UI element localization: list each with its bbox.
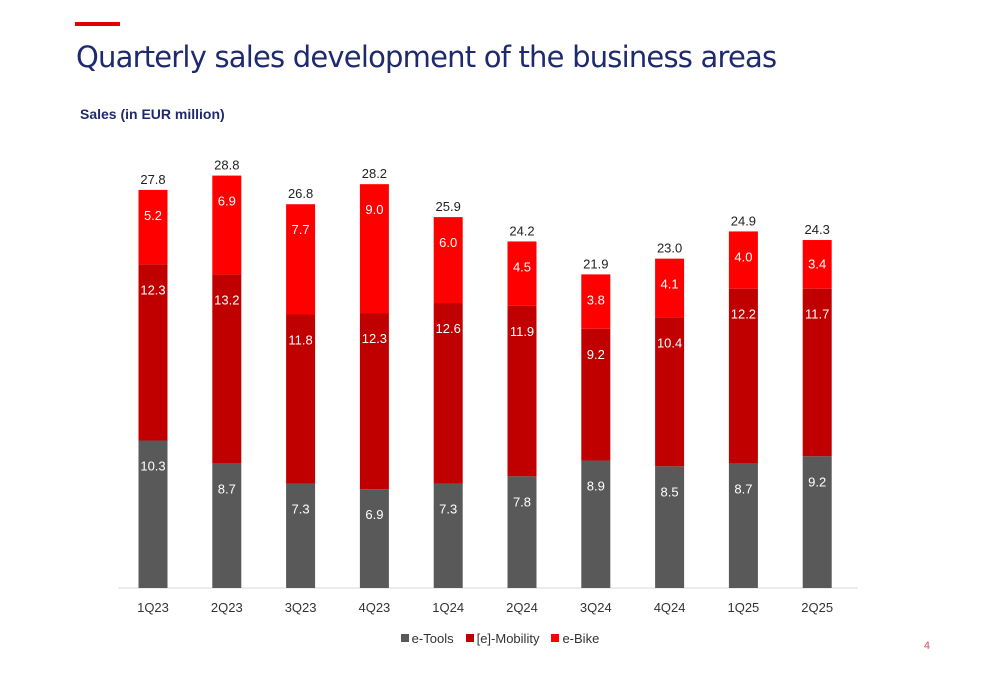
bar-segment-1Q23-emobility [138,264,168,441]
data-label-2Q25-etools: 9.2 [808,474,826,489]
data-label-1Q24-ebike: 6.0 [439,235,457,250]
x-tick-label-4Q24: 4Q24 [654,600,686,615]
data-label-2Q25-emobility: 11.7 [805,307,829,322]
legend-item-emobility: [e]-Mobility [465,630,540,646]
data-label-2Q23-ebike: 6.9 [218,194,236,209]
data-label-4Q23-etools: 6.9 [365,507,383,522]
legend-label: [e]-Mobility [476,630,540,646]
total-label-4Q24: 23.0 [657,241,682,256]
data-label-4Q23-ebike: 9.0 [365,202,383,217]
bar-segment-1Q25-etools [728,463,758,588]
data-label-1Q23-etools: 10.3 [140,459,165,474]
bar-segment-3Q24-etools [581,460,611,588]
total-label-1Q25: 24.9 [731,213,756,228]
data-label-4Q24-emobility: 10.4 [657,335,682,350]
total-label-1Q23: 27.8 [140,172,165,187]
bar-segment-3Q23-emobility [286,314,316,484]
data-label-4Q23-emobility: 12.3 [362,331,387,346]
data-label-1Q24-emobility: 12.6 [436,321,461,336]
bar-segment-4Q24-ebike [655,258,685,318]
bar-segment-2Q24-etools [507,476,537,588]
bar-segment-3Q24-emobility [581,328,611,461]
bar-segment-1Q23-etools [138,440,168,588]
bar-segment-4Q24-emobility [655,317,685,467]
chart-legend: e-Tools [e]-Mobility e-Bike [0,630,1000,646]
data-label-3Q23-ebike: 7.7 [292,222,310,237]
data-label-1Q25-emobility: 12.2 [731,307,756,322]
data-label-2Q23-emobility: 13.2 [214,292,239,307]
data-label-2Q25-ebike: 3.4 [808,256,826,271]
total-label-1Q24: 25.9 [436,199,461,214]
bar-segment-1Q24-ebike [433,217,463,304]
bar-segment-1Q23-ebike [138,189,168,265]
x-tick-label-1Q24: 1Q24 [432,600,464,615]
bar-segment-3Q23-etools [286,483,316,588]
data-label-4Q24-ebike: 4.1 [661,277,679,292]
x-tick-label-2Q25: 2Q25 [801,600,833,615]
bar-segment-1Q25-ebike [728,231,758,289]
legend-label: e-Bike [562,630,600,646]
page-number: 4 [923,640,930,652]
data-label-1Q23-emobility: 12.3 [140,282,165,297]
title-accent-bar [75,22,120,26]
bar-segment-2Q25-emobility [802,288,832,457]
data-label-3Q23-emobility: 11.8 [288,332,312,347]
x-tick-label-4Q23: 4Q23 [358,600,390,615]
total-label-2Q24: 24.2 [509,223,534,238]
bar-segment-3Q23-ebike [286,204,316,315]
bar-segment-2Q24-ebike [507,241,537,306]
bar-segment-2Q23-emobility [212,274,242,464]
data-label-4Q24-etools: 8.5 [661,484,679,499]
x-tick-label-1Q25: 1Q25 [727,600,759,615]
legend-swatch [551,634,560,642]
bar-segment-1Q25-emobility [728,288,758,464]
data-label-3Q23-etools: 7.3 [292,501,310,516]
x-tick-label-2Q23: 2Q23 [211,600,243,615]
data-label-2Q24-etools: 7.8 [513,494,531,509]
data-label-2Q23-etools: 8.7 [218,481,236,496]
bar-segment-4Q24-etools [655,466,685,588]
total-label-2Q25: 24.3 [805,222,830,237]
page-title: Quarterly sales development of the busin… [76,40,777,74]
legend-item-ebike: e-Bike [551,631,599,646]
total-label-2Q23: 28.8 [214,158,239,173]
bar-segment-2Q25-ebike [802,240,832,289]
data-label-1Q24-etools: 7.3 [439,501,457,516]
total-label-3Q24: 21.9 [583,256,608,271]
x-tick-label-3Q24: 3Q24 [580,600,612,615]
data-label-3Q24-emobility: 9.2 [587,347,605,362]
legend-swatch [465,634,474,642]
bar-segment-2Q23-etools [212,463,242,588]
bar-segment-2Q23-ebike [212,175,242,275]
total-label-3Q23: 26.8 [288,186,313,201]
x-tick-label-2Q24: 2Q24 [506,600,538,615]
legend-swatch [400,634,409,642]
x-tick-label-1Q23: 1Q23 [137,600,169,615]
data-label-3Q24-ebike: 3.8 [587,292,605,307]
bar-segment-1Q24-etools [433,483,463,588]
bar-segment-2Q25-etools [802,456,832,588]
bar-segment-1Q24-emobility [433,303,463,484]
bar-segment-2Q24-emobility [507,305,537,477]
bar-segment-4Q23-ebike [359,184,389,314]
x-tick-label-3Q23: 3Q23 [285,600,317,615]
legend-label: e-Tools [411,630,454,646]
data-label-1Q25-etools: 8.7 [734,481,752,496]
total-label-4Q23: 28.2 [362,166,387,181]
data-label-2Q24-ebike: 4.5 [513,259,531,274]
data-label-2Q24-emobility: 11.9 [510,324,534,339]
data-label-1Q23-ebike: 5.2 [144,208,162,223]
bar-segment-4Q23-emobility [359,313,389,490]
legend-item-etools: e-Tools [400,630,454,646]
data-label-3Q24-etools: 8.9 [587,479,605,494]
bar-segment-4Q23-etools [359,489,389,588]
bar-segment-3Q24-ebike [581,274,611,329]
chart-subtitle: Sales (in EUR million) [80,106,225,122]
data-label-1Q25-ebike: 4.0 [734,249,752,264]
